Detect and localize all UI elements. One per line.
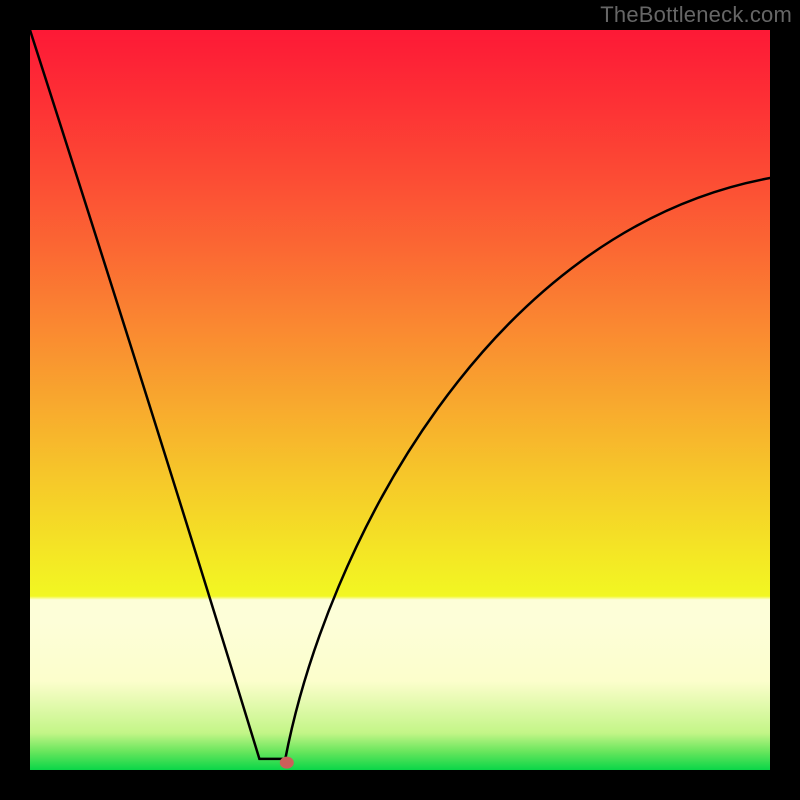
bottleneck-chart bbox=[0, 0, 800, 800]
plot-background-gradient bbox=[30, 30, 770, 770]
watermark-text: TheBottleneck.com bbox=[600, 2, 792, 28]
optimal-marker bbox=[280, 757, 294, 769]
chart-container: TheBottleneck.com bbox=[0, 0, 800, 800]
